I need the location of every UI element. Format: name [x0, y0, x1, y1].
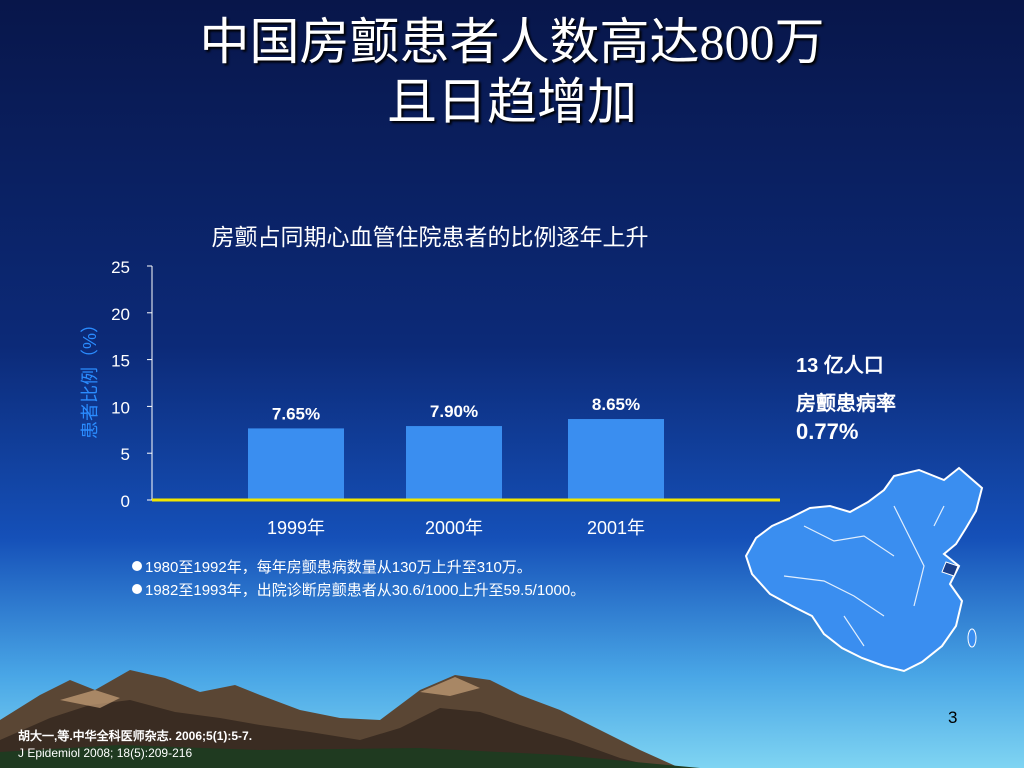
mountain-range-illustration — [0, 670, 700, 768]
bullet-item-1: 1980至1992年，每年房颤患病数量从130万上升至310万。 — [132, 556, 772, 579]
y-tick-label: 5 — [121, 445, 130, 464]
side-note: 13 亿人口 房颤患病率 0.77% — [796, 352, 996, 446]
slide-title: 中国房颤患者人数高达800万 且日趋增加 — [0, 12, 1024, 132]
bullet-dot-icon — [132, 561, 142, 571]
china-map-shape — [744, 466, 984, 673]
bar — [406, 426, 502, 500]
china-map-illustration — [744, 466, 984, 673]
y-tick-label: 10 — [111, 398, 130, 417]
x-tick-label: 1999年 — [267, 518, 325, 538]
bar-data-label: 8.65% — [592, 395, 640, 414]
title-line-1: 中国房颤患者人数高达800万 — [199, 14, 825, 70]
bullet-dot-icon — [132, 584, 142, 594]
bar-data-label: 7.90% — [430, 402, 478, 421]
prevalence-label: 房颤患病率 — [796, 393, 896, 415]
bullet-item-2: 1982至1993年，出院诊断房颤患者从30.6/1000上升至59.5/100… — [132, 579, 772, 602]
reference-2: J Epidemiol 2008; 18(5):209-216 — [18, 746, 193, 760]
chart-title: 房颤占同期心血管住院患者的比例逐年上升 — [211, 224, 649, 250]
bar-chart: 0 5 10 15 20 25 7.65% 1999年 7.90% 2000年 8.65% 2001年… — [80, 258, 780, 538]
y-tick-label: 25 — [111, 258, 130, 277]
population-text: 13 亿人口 — [796, 355, 884, 377]
y-tick-label: 20 — [111, 305, 130, 324]
bullet-text-1: 1980至1992年，每年房颤患病数量从130万上升至310万。 — [145, 559, 532, 576]
x-tick-label: 2000年 — [425, 518, 483, 538]
title-line-2: 且日趋增加 — [387, 74, 637, 130]
page-number: 3 — [948, 708, 958, 727]
y-axis-label: 患者比例（%） — [80, 315, 100, 439]
bar — [568, 419, 664, 500]
bar-data-label: 7.65% — [272, 404, 320, 423]
y-tick-label: 15 — [111, 352, 130, 371]
prevalence-value: 0.77% — [796, 419, 859, 444]
y-tick-label: 0 — [121, 492, 130, 511]
reference-1: 胡大一,等.中华全科医师杂志. 2006;5(1):5-7. — [18, 729, 253, 743]
bar — [248, 428, 344, 500]
references: 胡大一,等.中华全科医师杂志. 2006;5(1):5-7. J Epidemi… — [18, 728, 252, 762]
bullet-list: 1980至1992年，每年房颤患病数量从130万上升至310万。 1982至19… — [132, 556, 772, 602]
bullet-text-2: 1982至1993年，出院诊断房颤患者从30.6/1000上升至59.5/100… — [145, 582, 586, 599]
x-tick-label: 2001年 — [587, 518, 645, 538]
